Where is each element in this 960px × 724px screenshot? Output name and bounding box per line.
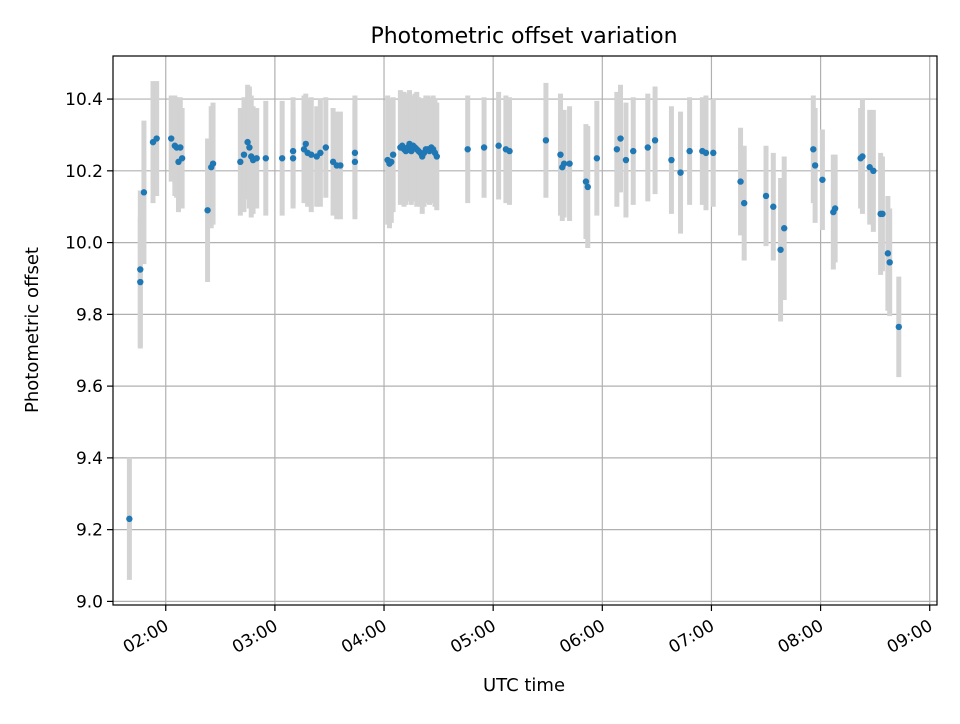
data-point xyxy=(811,162,819,169)
x-tick-label: 06:00 xyxy=(556,616,608,658)
y-tick-label: 9.2 xyxy=(76,521,103,541)
data-point xyxy=(137,278,144,286)
data-point xyxy=(686,147,693,155)
data-point xyxy=(810,146,817,153)
data-point xyxy=(246,144,253,151)
data-point xyxy=(582,178,590,185)
data-point xyxy=(557,151,564,158)
y-ticks: 9.0 9.2 9.4 9.6 9.8 10.0 10.2 10.4 xyxy=(65,90,113,612)
data-point xyxy=(177,144,184,151)
x-tick-label: 02:00 xyxy=(120,616,172,658)
plot-frame xyxy=(112,55,938,606)
data-point xyxy=(677,169,684,176)
chart-title: Photometric offset variation xyxy=(370,24,677,49)
x-tick-label: 04:00 xyxy=(338,616,390,658)
data-point xyxy=(302,140,310,148)
data-point xyxy=(317,149,324,157)
data-point xyxy=(240,151,248,158)
data-point xyxy=(584,183,591,191)
data-point xyxy=(770,203,777,210)
data-point xyxy=(351,158,359,166)
data-point xyxy=(737,178,744,185)
data-point xyxy=(126,515,133,523)
x-tick-label: 03:00 xyxy=(229,616,281,658)
data-point xyxy=(253,155,260,162)
data-point xyxy=(137,266,144,273)
data-point xyxy=(464,146,471,153)
y-tick-label: 10.2 xyxy=(65,162,103,182)
data-point xyxy=(593,155,601,162)
data-point xyxy=(622,156,630,164)
data-point xyxy=(237,158,244,166)
data-point xyxy=(289,147,297,155)
x-axis-label: UTC time xyxy=(483,675,565,696)
data-point xyxy=(278,155,286,162)
data-point xyxy=(566,160,573,167)
y-tick-label: 9.0 xyxy=(76,592,103,612)
data-point xyxy=(153,135,160,142)
data-point xyxy=(495,142,502,149)
data-point xyxy=(702,149,710,157)
point-layer xyxy=(126,135,903,523)
data-point xyxy=(886,259,893,266)
data-point xyxy=(178,155,186,162)
data-point xyxy=(644,144,651,151)
data-point xyxy=(630,147,637,155)
data-point xyxy=(617,135,624,142)
data-point xyxy=(819,176,826,183)
y-tick-label: 9.6 xyxy=(76,377,103,397)
data-point xyxy=(480,144,488,151)
data-point xyxy=(209,160,217,167)
data-point xyxy=(831,205,839,212)
data-point xyxy=(244,138,251,146)
data-point xyxy=(204,207,211,214)
x-tick-label: 08:00 xyxy=(775,616,827,658)
data-point xyxy=(560,160,568,167)
data-point xyxy=(337,162,344,169)
x-tick-label: 05:00 xyxy=(447,616,499,658)
data-point xyxy=(322,144,330,151)
data-point xyxy=(740,199,748,207)
data-point xyxy=(781,225,788,232)
data-point xyxy=(140,189,148,196)
data-point xyxy=(870,167,877,175)
y-tick-label: 9.8 xyxy=(76,305,103,325)
data-point xyxy=(777,246,784,253)
x-tick-label: 07:00 xyxy=(666,616,718,658)
y-tick-label: 10.0 xyxy=(65,234,103,254)
data-point xyxy=(289,155,297,162)
data-point xyxy=(262,155,269,162)
x-ticks: 02:00 03:00 04:00 05:00 06:00 07:00 08:00 09:00 xyxy=(120,605,936,658)
data-point xyxy=(710,149,717,157)
data-point xyxy=(308,151,315,158)
data-point xyxy=(668,156,675,164)
data-point xyxy=(651,137,659,144)
data-point xyxy=(859,153,866,160)
data-point xyxy=(762,192,770,200)
data-point xyxy=(351,149,359,157)
data-point xyxy=(388,158,395,166)
data-point xyxy=(433,153,440,160)
data-point xyxy=(168,135,175,142)
data-point xyxy=(506,147,513,155)
data-point xyxy=(613,146,621,153)
data-point xyxy=(895,323,903,331)
data-point xyxy=(884,250,892,257)
data-point xyxy=(542,137,550,144)
y-tick-label: 9.4 xyxy=(76,449,103,469)
y-axis-label: Photometric offset xyxy=(22,247,43,413)
data-point xyxy=(389,151,397,158)
data-point xyxy=(879,210,886,218)
x-tick-label: 09:00 xyxy=(884,616,936,658)
y-tick-label: 10.4 xyxy=(65,90,103,110)
